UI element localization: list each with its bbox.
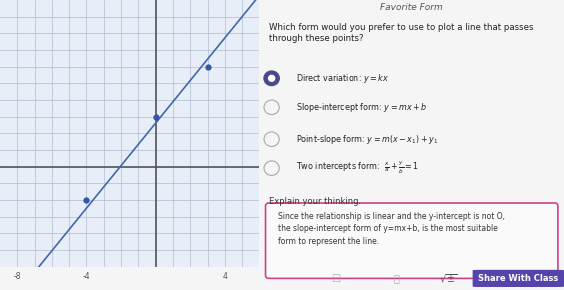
Text: 🎤: 🎤: [394, 273, 399, 283]
FancyBboxPatch shape: [473, 270, 564, 287]
Text: $\sqrt{\pm}$: $\sqrt{\pm}$: [439, 272, 457, 285]
Circle shape: [268, 75, 275, 81]
Text: Share With Class: Share With Class: [478, 274, 558, 283]
Text: Two intercepts form:  $\frac{x}{a} + \frac{y}{b} = 1$: Two intercepts form: $\frac{x}{a} + \fra…: [296, 160, 419, 176]
Text: Direct variation: $y = kx$: Direct variation: $y = kx$: [296, 72, 389, 85]
Circle shape: [264, 71, 279, 86]
Text: Point-slope form: $y = m(x - x_1) + y_1$: Point-slope form: $y = m(x - x_1) + y_1$: [296, 133, 438, 146]
FancyBboxPatch shape: [266, 203, 558, 278]
Text: Since the relationship is linear and the y-intercept is not O,
the slope-interce: Since the relationship is linear and the…: [277, 212, 505, 246]
Text: Favorite Form: Favorite Form: [380, 3, 443, 12]
Text: Slope-intercept form: $y = mx + b$: Slope-intercept form: $y = mx + b$: [296, 101, 428, 114]
Text: Explain your thinking.: Explain your thinking.: [268, 197, 361, 206]
Text: □: □: [331, 273, 340, 283]
Text: Which form would you prefer to use to plot a line that passes
through these poin: Which form would you prefer to use to pl…: [268, 23, 533, 43]
